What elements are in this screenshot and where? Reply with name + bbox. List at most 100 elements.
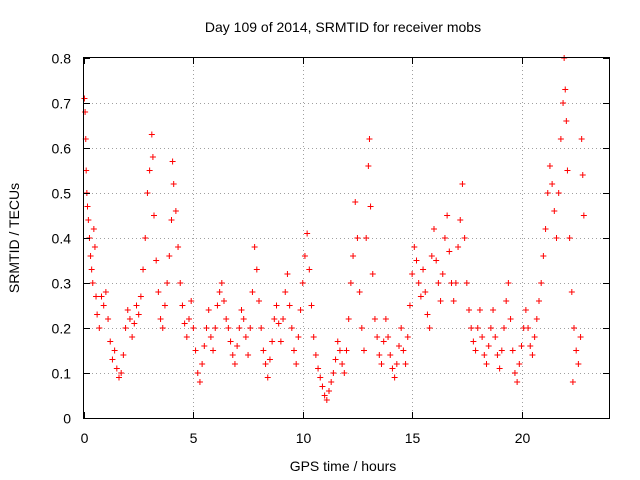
- data-point: [137, 293, 144, 300]
- data-point: [527, 343, 534, 349]
- data-point: [564, 167, 571, 174]
- data-point: [282, 289, 289, 295]
- data-point: [518, 343, 525, 349]
- data-point: [457, 217, 464, 223]
- data-point: [144, 190, 151, 196]
- data-point: [258, 325, 265, 331]
- y-axis-title: SRMTID / TECUs: [6, 183, 22, 293]
- data-point: [133, 302, 140, 309]
- data-point: [196, 379, 203, 385]
- data-point: [170, 181, 177, 187]
- data-point: [544, 190, 551, 196]
- data-point: [223, 316, 230, 322]
- data-point: [367, 203, 374, 210]
- x-tick-label: 0: [81, 430, 89, 446]
- data-point: [431, 226, 437, 232]
- data-point: [577, 334, 584, 340]
- data-point: [529, 352, 536, 358]
- data-point: [446, 248, 453, 255]
- data-point: [334, 338, 341, 345]
- data-point: [509, 347, 516, 354]
- data-point: [573, 347, 580, 354]
- x-tick-label: 10: [296, 430, 312, 446]
- data-point: [365, 163, 372, 169]
- x-tick-label: 20: [515, 430, 531, 446]
- data-point: [413, 257, 420, 264]
- data-point: [179, 302, 186, 309]
- data-point: [391, 374, 398, 381]
- data-point: [514, 379, 521, 385]
- data-point: [229, 352, 236, 358]
- data-point: [404, 334, 411, 340]
- data-point: [306, 266, 313, 273]
- data-point: [192, 347, 199, 354]
- data-point: [317, 374, 324, 381]
- data-point: [82, 109, 89, 115]
- data-point: [555, 190, 562, 196]
- data-point: [89, 280, 96, 286]
- x-tick-labels: 0 5 10 15 20: [81, 430, 531, 446]
- data-point: [363, 235, 370, 241]
- data-point: [498, 347, 505, 354]
- data-point: [177, 280, 184, 286]
- data-point: [490, 307, 497, 313]
- data-point: [511, 370, 518, 376]
- data-point: [100, 302, 107, 309]
- data-point: [562, 86, 569, 93]
- data-point: [563, 118, 570, 124]
- data-point: [266, 356, 273, 363]
- data-point: [387, 352, 394, 358]
- data-point: [398, 325, 405, 331]
- data-point: [116, 374, 122, 381]
- data-point: [422, 289, 429, 295]
- data-point: [339, 361, 346, 367]
- data-point: [148, 131, 155, 138]
- data-point: [234, 343, 241, 349]
- data-point: [409, 271, 416, 277]
- data-point: [380, 338, 387, 345]
- data-point: [382, 316, 389, 322]
- data-point: [225, 325, 232, 331]
- data-point: [417, 293, 424, 300]
- data-point: [93, 293, 100, 300]
- data-point: [472, 347, 479, 354]
- data-point: [542, 226, 549, 232]
- data-point: [376, 352, 383, 358]
- data-point: [90, 226, 97, 232]
- data-point: [207, 334, 214, 340]
- data-point: [247, 325, 254, 331]
- data-point: [126, 316, 133, 322]
- data-point: [439, 271, 446, 277]
- data-point: [347, 280, 354, 286]
- data-point: [546, 163, 553, 169]
- data-point: [424, 311, 431, 318]
- data-point: [494, 352, 501, 358]
- data-point: [210, 347, 217, 354]
- data-point: [411, 244, 418, 250]
- data-point: [297, 307, 304, 313]
- data-point: [122, 325, 129, 331]
- y-tick-label: 0.4: [52, 231, 72, 247]
- data-point: [201, 343, 208, 349]
- data-point: [88, 266, 95, 273]
- data-point: [240, 316, 247, 322]
- data-point: [371, 316, 378, 322]
- data-point: [242, 334, 249, 340]
- y-tick-label: 0.6: [52, 141, 72, 157]
- data-point: [146, 167, 153, 174]
- data-point: [135, 311, 142, 318]
- data-point: [435, 280, 442, 286]
- data-point: [426, 325, 433, 331]
- data-point: [273, 302, 280, 309]
- data-point: [560, 100, 567, 106]
- data-point: [238, 307, 245, 313]
- data-point: [253, 266, 260, 273]
- data-point: [96, 325, 103, 331]
- data-point: [98, 293, 105, 300]
- data-point: [479, 334, 486, 340]
- data-point: [149, 154, 156, 160]
- data-point: [124, 307, 131, 313]
- data-point: [301, 253, 308, 259]
- data-point: [107, 338, 114, 345]
